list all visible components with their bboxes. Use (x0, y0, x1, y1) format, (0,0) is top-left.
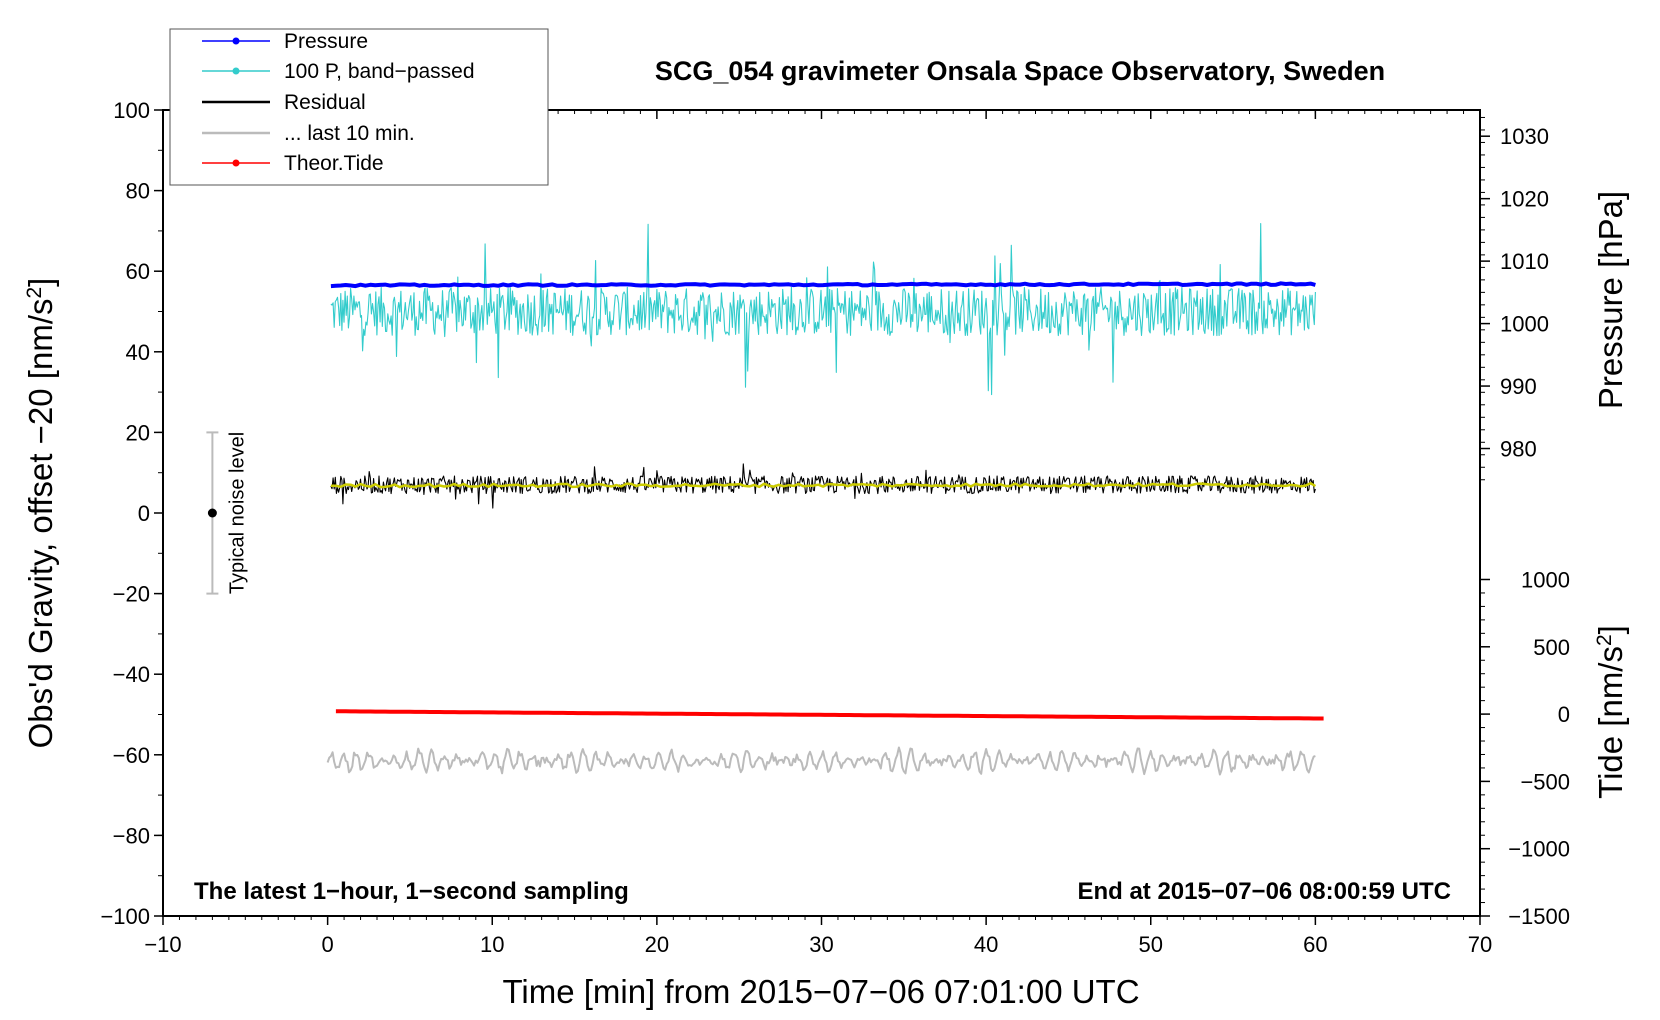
y-tick-label: 40 (126, 340, 150, 365)
noise-level-indicator: Typical noise level (206, 431, 248, 595)
tide-tick-label: 500 (1533, 635, 1570, 660)
legend: Pressure 100 P, band−passed Residual ...… (169, 28, 549, 186)
pressure-tick-label: 1010 (1500, 249, 1549, 274)
tide-tick-label: 1000 (1521, 567, 1570, 592)
series-line (326, 746, 1316, 776)
x-tick-label: 30 (809, 932, 833, 957)
series-line (330, 463, 1316, 509)
legend-marker-theor-tide (232, 159, 240, 167)
legend-entry-band-passed: 100 P, band−passed (202, 60, 475, 83)
y-tick-label: −20 (113, 582, 150, 607)
noise-level-label: Typical noise level (226, 432, 248, 594)
series-line (335, 709, 1324, 721)
y-tick-label: 80 (126, 179, 150, 204)
x-tick-label: 40 (974, 932, 998, 957)
pressure-axis-label: Pressure [hPa] (1592, 191, 1629, 409)
y-tick-label: 20 (126, 420, 150, 445)
series-line (330, 223, 1316, 396)
y-tick-label: 0 (138, 501, 150, 526)
x-tick-label: 10 (480, 932, 504, 957)
x-tick-label: 0 (322, 932, 334, 957)
pressure-tick-label: 990 (1500, 374, 1537, 399)
tide-tick-label: −1500 (1508, 904, 1570, 929)
legend-entry-theor-tide: Theor.Tide (202, 152, 384, 175)
legend-label-residual: Residual (284, 91, 366, 114)
pressure-tick-label: 1020 (1500, 187, 1549, 212)
x-tick-label: 50 (1139, 932, 1163, 957)
pressure-tick-label: 1000 (1500, 312, 1549, 337)
legend-entry-residual: Residual (202, 91, 366, 114)
pressure-tick-label: 980 (1500, 437, 1537, 462)
y-tick-label: −60 (113, 743, 150, 768)
end-time-note: End at 2015−07−06 08:00:59 UTC (1077, 878, 1451, 905)
x-axis-label: Time [min] from 2015−07−06 07:01:00 UTC (502, 973, 1139, 1010)
x-tick-label: 70 (1468, 932, 1492, 957)
y-tick-label: −40 (113, 662, 150, 687)
tide-tick-label: −500 (1520, 769, 1570, 794)
y-tick-label: 60 (126, 259, 150, 284)
y-tick-label: 100 (113, 98, 150, 123)
x-tick-label: −10 (144, 932, 181, 957)
sampling-note: The latest 1−hour, 1−second sampling (194, 878, 629, 905)
x-tick-label: 20 (645, 932, 669, 957)
legend-entry-last-10-min: ... last 10 min. (202, 122, 415, 145)
legend-label-pressure: Pressure (284, 30, 368, 53)
plot-frame (162, 109, 1481, 917)
x-tick-label: 60 (1303, 932, 1327, 957)
y-tick-label: −80 (113, 823, 150, 848)
y-axis-label: Obs'd Gravity, offset −20 [nm/s2] (22, 278, 59, 749)
legend-label-last-10-min: ... last 10 min. (284, 122, 415, 145)
series-layer (326, 223, 1324, 776)
legend-label-band-passed: 100 P, band−passed (284, 60, 475, 83)
legend-label-theor-tide: Theor.Tide (284, 152, 384, 175)
series-line (330, 281, 1316, 289)
chart-title: SCG_054 gravimeter Onsala Space Observat… (655, 56, 1385, 86)
legend-box (169, 28, 549, 186)
axes-layer: −10 0 10 20 30 40 50 60 70100806040200−20−40−60−… (100, 98, 1570, 957)
pressure-tick-label: 1030 (1500, 124, 1549, 149)
series-line (330, 481, 1317, 489)
tide-tick-label: 0 (1558, 702, 1570, 727)
tide-tick-label: −1000 (1508, 837, 1570, 862)
tide-axis-label: Tide [nm/s2] (1592, 625, 1629, 799)
y-tick-label: −100 (100, 904, 150, 929)
legend-marker-pressure (232, 37, 240, 45)
legend-entry-pressure: Pressure (202, 30, 368, 53)
legend-marker-band-passed (232, 67, 240, 75)
noise-center-dot (207, 508, 217, 518)
